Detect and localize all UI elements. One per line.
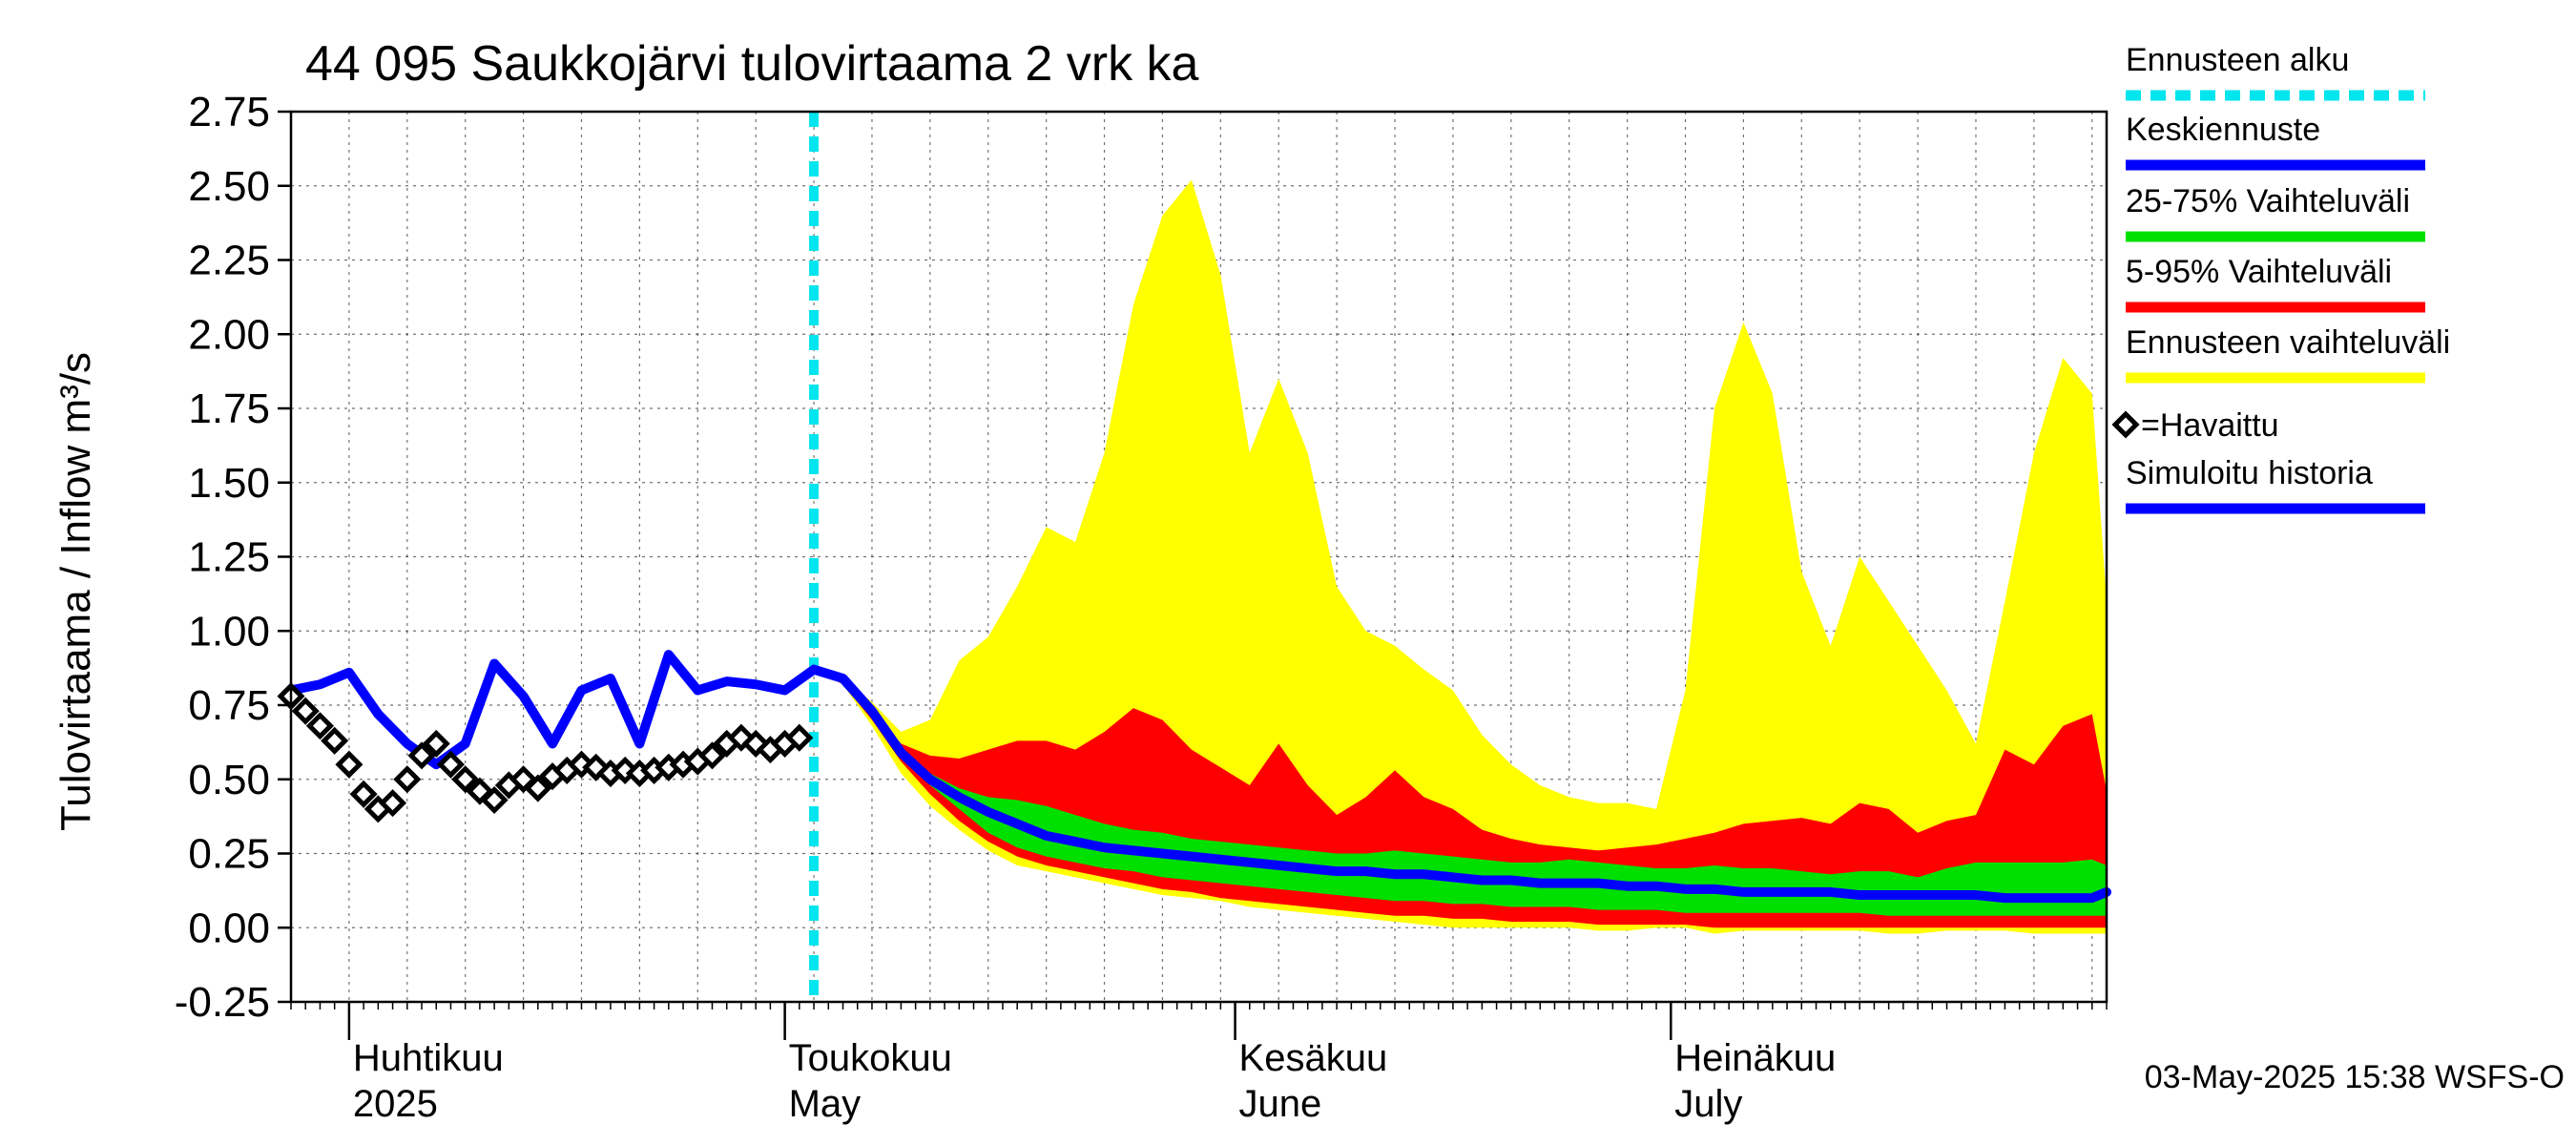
- x-month-label-en: July: [1674, 1083, 1742, 1125]
- x-month-label-fi: Huhtikuu: [353, 1037, 504, 1079]
- observed-point: [451, 765, 480, 794]
- observed-point: [524, 774, 552, 802]
- chart-title: 44 095 Saukkojärvi tulovirtaama 2 vrk ka: [305, 36, 1199, 92]
- y-tick-label: 0.25: [188, 831, 270, 878]
- observed-point: [321, 726, 349, 755]
- observed-point: [335, 750, 364, 779]
- y-tick-label: 2.50: [188, 163, 270, 210]
- legend-label: 5-95% Vaihteluväli: [2126, 254, 2392, 290]
- y-tick-label: -0.25: [175, 979, 270, 1026]
- observed-point: [393, 765, 422, 794]
- x-month-label-fi: Heinäkuu: [1674, 1037, 1836, 1079]
- x-month-label-en: 2025: [353, 1083, 438, 1125]
- legend: Ennusteen alku Keskiennuste 25-75% Vaihtel…: [2111, 42, 2450, 514]
- y-tick-label: 0.00: [188, 905, 270, 951]
- timestamp: 03-May-2025 15:38 WSFS-O: [2145, 1059, 2565, 1095]
- x-month-label-fi: Kesäkuu: [1239, 1037, 1388, 1079]
- observed-point: [349, 780, 378, 808]
- legend-label: Ennusteen vaihteluväli: [2126, 324, 2450, 361]
- legend-diamond-icon: [2111, 410, 2140, 439]
- observed-point: [407, 741, 436, 770]
- y-tick-label: 1.50: [188, 460, 270, 507]
- y-axis-label: Tulovirtaama / Inflow m³/s: [52, 352, 99, 831]
- x-month-label-fi: Toukokuu: [789, 1037, 952, 1079]
- legend-label: 25-75% Vaihteluväli: [2126, 183, 2410, 219]
- y-tick-label: 2.25: [188, 238, 270, 284]
- y-tick-label: 1.00: [188, 608, 270, 655]
- series-line-keskiennuste: [809, 664, 2111, 904]
- legend-label: =Havaittu: [2141, 407, 2279, 444]
- x-month-label-en: June: [1239, 1083, 1322, 1125]
- x-month-label-en: May: [789, 1083, 862, 1125]
- legend-label: Keskiennuste: [2126, 112, 2320, 148]
- observed-point: [305, 712, 334, 740]
- observed-point: [697, 741, 727, 770]
- observed-point: [480, 785, 509, 815]
- observed-points: [277, 682, 814, 823]
- observed-point: [436, 750, 465, 779]
- observed-point: [291, 697, 320, 725]
- y-axis: 2.75 2.50 2.25 2.00 1.75 1.50 1.25 1.00 0.75 0.50…: [175, 89, 291, 1026]
- y-tick-label: 1.75: [188, 385, 270, 432]
- y-tick-label: 2.75: [188, 89, 270, 135]
- legend-label: Simuloitu historia: [2126, 455, 2373, 491]
- y-tick-label: 0.50: [188, 757, 270, 803]
- y-tick-label: 1.25: [188, 534, 270, 581]
- series-line-simuloitu-historia: [286, 650, 820, 770]
- plot-area: [277, 110, 2111, 1004]
- legend-label: Ennusteen alku: [2126, 42, 2349, 78]
- observed-point: [422, 729, 450, 758]
- y-tick-label: 2.00: [188, 311, 270, 358]
- observed-point: [785, 723, 814, 752]
- y-tick-label: 0.75: [188, 682, 270, 729]
- observed-point: [379, 789, 407, 818]
